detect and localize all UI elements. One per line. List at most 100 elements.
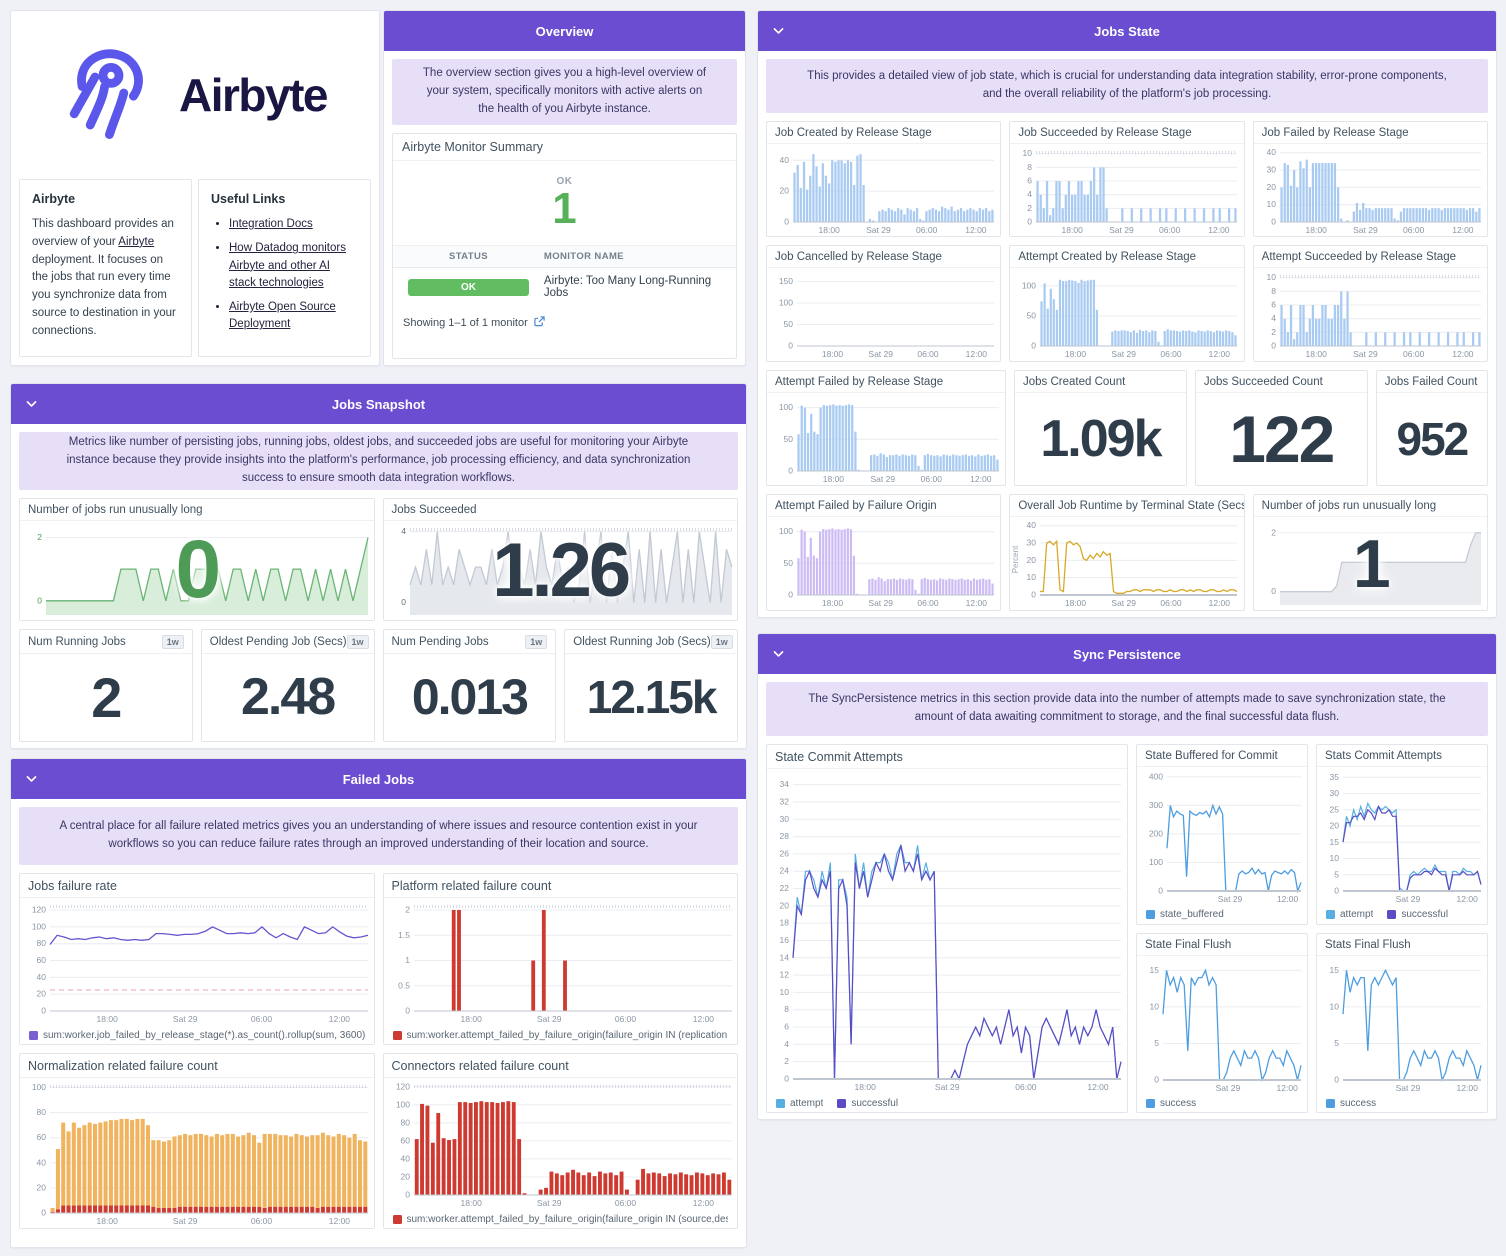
open-source-link[interactable]: Airbyte Open Source Deployment	[229, 301, 336, 331]
chart-tile-connectors-failures: Connectors related failure count 0 20 40 60…	[382, 1053, 738, 1229]
svg-text:34: 34	[780, 779, 790, 789]
integration-docs-link[interactable]: Integration Docs	[229, 218, 313, 230]
chart-tile-state-flush: State Final Flush 0 5 10 15 Sat 29 12:00 succ…	[1136, 932, 1308, 1113]
svg-text:06:00: 06:00	[1015, 1082, 1037, 1092]
chevron-down-icon[interactable]	[25, 772, 38, 790]
chevron-down-icon[interactable]	[25, 397, 38, 415]
svg-text:Sat 29: Sat 29	[935, 1082, 960, 1092]
svg-text:06:00: 06:00	[251, 1216, 273, 1226]
qv-tile-num-running: Num Running Jobs 1w 2	[19, 628, 193, 742]
about-box: Airbyte This dashboard provides an overv…	[19, 179, 192, 357]
chevron-down-icon[interactable]	[772, 24, 785, 42]
qv-title: Num Pending Jobs	[391, 635, 489, 648]
svg-text:0.5: 0.5	[398, 980, 410, 990]
chart-plot[interactable]: 0 50 100 18:00 Sat 29 06:00 12:00	[767, 517, 1000, 610]
sync-persistence-header[interactable]: Sync Persistence	[758, 634, 1496, 674]
svg-text:80: 80	[37, 1107, 47, 1117]
chart-title: Jobs failure rate	[20, 874, 374, 898]
jobs-snapshot-header[interactable]: Jobs Snapshot	[11, 384, 746, 424]
svg-text:06:00: 06:00	[1161, 598, 1183, 608]
overview-section: Overview The overview section gives you …	[383, 10, 746, 366]
qv-value: 0.013	[411, 669, 529, 726]
chart-plot[interactable]: 0 10 20 30 40 18:00 Sat 29 06:00 12:00	[1254, 144, 1487, 237]
failed-jobs-note: A central place for all failure related …	[19, 807, 738, 865]
overview-header[interactable]: Overview	[384, 11, 745, 51]
chart-plot[interactable]: 0 5 10 15 Sat 29 12:00	[1137, 956, 1307, 1095]
chart-tile-state-commit: State Commit Attempts 0 2 4 6 8 10 12 14 16 18 20 2…	[766, 744, 1128, 1113]
svg-text:120: 120	[395, 1081, 409, 1091]
chart-plot[interactable]: 0 50 100 150 18:00 Sat 29 06:00 12:00	[767, 268, 1000, 361]
chart-plot[interactable]: 0 2 4 6 8 10 18:00 Sat 29 06:00 12:00	[1010, 144, 1243, 237]
svg-text:16: 16	[780, 935, 790, 945]
chevron-down-icon[interactable]	[772, 647, 785, 665]
datadog-monitors-link[interactable]: How Datadog monitors Airbyte and other A…	[229, 242, 346, 289]
failed-jobs-header[interactable]: Failed Jobs	[11, 759, 746, 799]
jobs-state-header[interactable]: Jobs State	[758, 11, 1496, 51]
chart-title: Attempt Succeeded by Release Stage	[1253, 246, 1487, 269]
svg-text:06:00: 06:00	[917, 349, 939, 359]
chart-plot[interactable]: 0 50 100 18:00 Sat 29 06:00 12:00	[1010, 268, 1243, 361]
external-link-icon[interactable]	[534, 316, 545, 330]
svg-text:12:00: 12:00	[966, 349, 988, 359]
svg-text:18: 18	[780, 918, 790, 928]
chart-title: Overall Job Runtime by Terminal State (S…	[1010, 495, 1244, 518]
section-title: Sync Persistence	[1073, 646, 1181, 662]
svg-text:5: 5	[1334, 1037, 1339, 1047]
svg-text:2: 2	[405, 905, 410, 915]
chart-plot[interactable]: 0 20 40 60 80 100 18:00 Sat 29 06:00 12:00	[20, 1078, 374, 1228]
svg-text:100: 100	[32, 1082, 46, 1092]
svg-text:12:00: 12:00	[1277, 1083, 1299, 1093]
svg-text:0: 0	[1334, 886, 1339, 896]
svg-text:50: 50	[784, 558, 794, 568]
svg-text:300: 300	[1149, 800, 1163, 810]
section-title: Failed Jobs	[342, 771, 415, 787]
chart-plot[interactable]: 0 20 40 18:00 Sat 29 06:00 12:00	[767, 144, 1000, 237]
airbyte-link[interactable]: Airbyte	[118, 235, 155, 248]
svg-text:0: 0	[1154, 1074, 1159, 1084]
chart-plot[interactable]: 0 0.5 1 1.5 2 18:00 Sat 29 06:00 12:00	[384, 898, 738, 1026]
chart-plot[interactable]: 0 100 200 300 400 Sat 29 12:00	[1137, 767, 1307, 906]
svg-text:06:00: 06:00	[916, 225, 938, 235]
chart-plot[interactable]: 0 20 40 60 80 100 120 18:00 Sat 29 06:00 12:00	[20, 898, 374, 1026]
svg-text:Sat 29: Sat 29	[1396, 1083, 1421, 1093]
chart-plot[interactable]: 0 5 10 15 Sat 29 12:00	[1317, 956, 1487, 1095]
monitor-ok-summary: OK 1	[393, 161, 736, 246]
timeframe-badge: 1w	[346, 634, 369, 649]
chart-plot[interactable]: 0 20 40 60 80 100 120 18:00 Sat 29 06:00 12:00	[384, 1078, 738, 1210]
chart-title: Attempt Failed by Release Stage	[767, 371, 1005, 393]
chart-plot[interactable]: 0 2 4 6 8 10 18:00 Sat 29 06:00 12:00	[1254, 268, 1487, 361]
svg-text:20: 20	[1027, 555, 1037, 565]
svg-text:30: 30	[1330, 788, 1340, 798]
svg-text:0: 0	[1271, 341, 1276, 351]
svg-text:1.5: 1.5	[398, 930, 410, 940]
monitor-row[interactable]: OK Airbyte: Too Many Long-Running Jobs	[393, 268, 736, 306]
svg-text:06:00: 06:00	[614, 1198, 636, 1208]
chart-plot[interactable]: 0 50 100 18:00 Sat 29 06:00 12:00	[767, 393, 1005, 486]
svg-text:Sat 29: Sat 29	[1396, 894, 1421, 904]
qv-value: 122	[1229, 402, 1335, 477]
svg-text:12:00: 12:00	[329, 1216, 351, 1226]
svg-text:20: 20	[37, 989, 47, 999]
svg-text:40: 40	[1027, 521, 1037, 531]
svg-text:06:00: 06:00	[1159, 225, 1181, 235]
chart-plot[interactable]: 0 10 20 30 40 Percent 18:00 Sat 29 06:00 12:00	[1010, 517, 1243, 610]
svg-text:0: 0	[1032, 590, 1037, 600]
svg-text:12:00: 12:00	[965, 225, 987, 235]
svg-text:10: 10	[1330, 853, 1340, 863]
chart-plot[interactable]: 0 5 10 15 20 25 30 35 Sat 29 12:00	[1317, 767, 1487, 906]
svg-text:18:00: 18:00	[97, 1014, 119, 1024]
chart-plot[interactable]: 0 2 4 6 8 10 12 14 16 18 20 22 24 26 28 30 32 34 18:00 Sat …	[767, 769, 1127, 1094]
svg-text:8: 8	[1028, 162, 1033, 172]
svg-text:30: 30	[780, 814, 790, 824]
svg-text:40: 40	[400, 1153, 410, 1163]
chart-tile-job-failed-rs: Job Failed by Release Stage 0 10 20 30 40 18:…	[1252, 120, 1488, 238]
svg-text:12:00: 12:00	[1452, 349, 1474, 359]
chart-title: Attempt Failed by Failure Origin	[767, 495, 1001, 518]
svg-text:Sat 29: Sat 29	[868, 349, 893, 359]
svg-text:40: 40	[1266, 147, 1276, 157]
